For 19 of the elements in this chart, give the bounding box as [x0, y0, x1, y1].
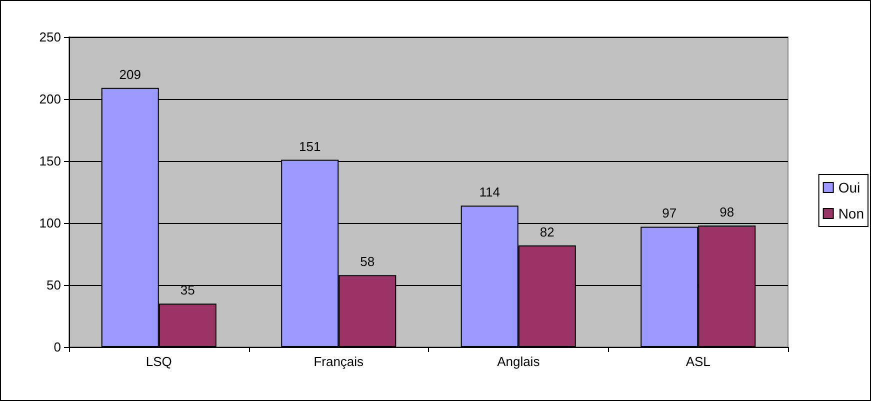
- data-label: 114: [479, 184, 500, 200]
- y-tick-label: 100: [39, 216, 61, 230]
- y-tick-label: 250: [39, 30, 61, 44]
- legend-label: Oui: [838, 180, 860, 196]
- x-tick-label: ASL: [686, 354, 710, 369]
- data-label: 82: [540, 224, 554, 240]
- data-label: 151: [299, 138, 321, 154]
- y-tick-label: 0: [54, 340, 61, 354]
- data-label: 209: [119, 66, 141, 82]
- y-tick-label: 50: [46, 278, 61, 292]
- x-tick-label: Anglais: [497, 354, 540, 369]
- data-label: 97: [662, 206, 677, 221]
- y-tick-label: 150: [39, 154, 61, 168]
- data-label: 98: [720, 204, 734, 220]
- y-tick-label: 200: [39, 92, 61, 106]
- x-tick-label: Français: [314, 354, 364, 369]
- data-label: 58: [360, 254, 375, 270]
- legend-label: Non: [838, 206, 864, 222]
- x-tick-label: LSQ: [146, 354, 172, 369]
